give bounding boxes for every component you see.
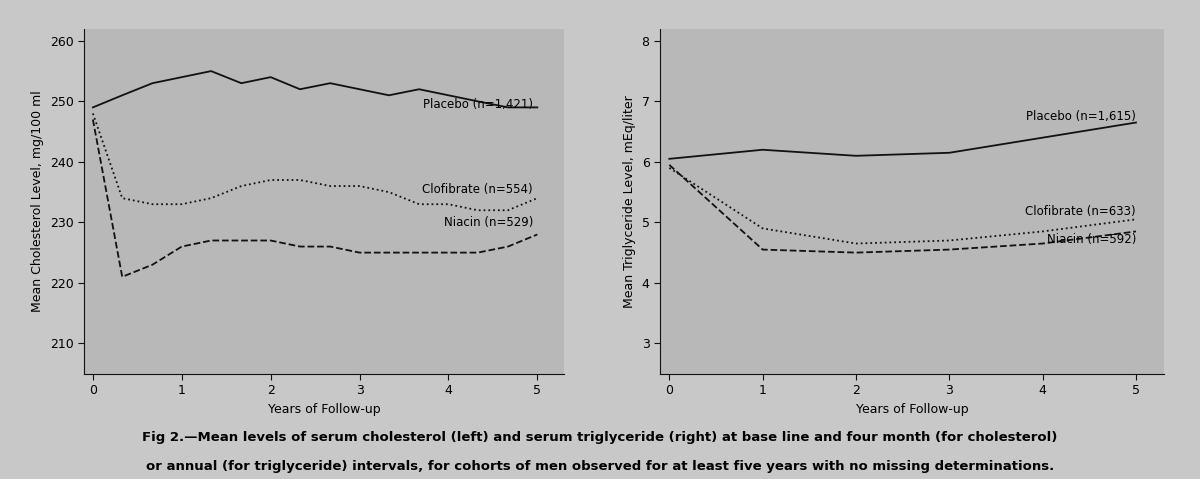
Text: Clofibrate (n=554): Clofibrate (n=554) <box>422 182 533 195</box>
X-axis label: Years of Follow-up: Years of Follow-up <box>856 402 968 416</box>
Text: Niacin (n=592): Niacin (n=592) <box>1046 233 1136 246</box>
Text: Clofibrate (n=633): Clofibrate (n=633) <box>1025 205 1136 218</box>
X-axis label: Years of Follow-up: Years of Follow-up <box>268 402 380 416</box>
Text: Placebo (n=1,615): Placebo (n=1,615) <box>1026 110 1136 123</box>
Y-axis label: Mean Cholesterol Level, mg/100 ml: Mean Cholesterol Level, mg/100 ml <box>31 91 44 312</box>
Text: or annual (for triglyceride) intervals, for cohorts of men observed for at least: or annual (for triglyceride) intervals, … <box>146 460 1054 473</box>
Text: Niacin (n=529): Niacin (n=529) <box>444 216 533 229</box>
Text: Fig 2.—Mean levels of serum cholesterol (left) and serum triglyceride (right) at: Fig 2.—Mean levels of serum cholesterol … <box>143 431 1057 444</box>
Text: Placebo (n=1,421): Placebo (n=1,421) <box>422 98 533 111</box>
Y-axis label: Mean Triglyceride Level, mEq/liter: Mean Triglyceride Level, mEq/liter <box>623 95 636 308</box>
